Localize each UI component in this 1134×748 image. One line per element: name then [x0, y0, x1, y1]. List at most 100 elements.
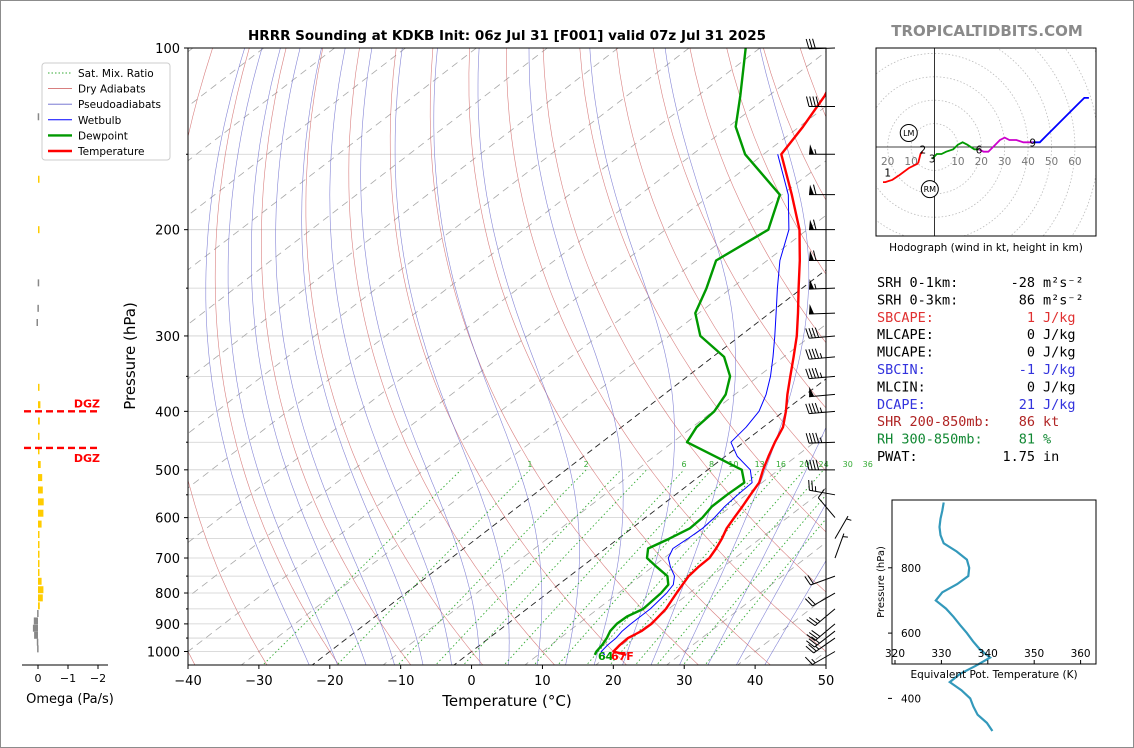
theta-e-panel: 320 330 340 350 360 400 600 800 Equivalent Pot.…	[876, 499, 1097, 732]
index-label: MLCIN:	[877, 379, 926, 395]
barb-full	[806, 634, 816, 642]
barb-staff	[817, 497, 836, 518]
omega-bar	[37, 304, 39, 312]
barb-half	[814, 149, 817, 155]
barb-full	[808, 403, 813, 414]
mixing-ratio-line	[397, 469, 587, 665]
barb-full	[808, 479, 810, 491]
dewpoint-trace	[593, 48, 781, 656]
barb-full	[812, 96, 816, 107]
barb-staff	[808, 441, 836, 444]
barb-full	[814, 327, 820, 338]
hodograph-ring-label: 20	[881, 156, 894, 168]
barb-full	[804, 656, 813, 665]
wind-barb	[806, 96, 835, 107]
isotherm-line	[524, 432, 826, 665]
dry-adiabat-line	[689, 48, 826, 344]
theta-e-y-tick-label: 400	[901, 693, 921, 705]
barb-full	[814, 402, 820, 413]
omega-bar	[38, 550, 40, 558]
theta-e-x-tick-label: 360	[1071, 648, 1091, 660]
wind-barb	[809, 184, 835, 196]
pressure-tick-label: 300	[155, 330, 180, 345]
mixing-ratio-line	[533, 469, 712, 665]
hodograph-ring-label: 50	[1045, 156, 1058, 168]
wind-barb	[804, 592, 836, 607]
pseudoadiabat-line	[433, 48, 543, 665]
mixing-ratio-label: 8	[709, 460, 714, 469]
isotherm-line	[453, 378, 826, 665]
theta-e-y-tick-label: 800	[901, 563, 921, 575]
legend-box	[41, 62, 171, 161]
omega-bar	[38, 175, 40, 183]
index-label: MLCAPE:	[877, 327, 934, 343]
legend-label: Dewpoint	[78, 130, 128, 142]
index-label: SRH 0-1km:	[877, 275, 958, 291]
legend-label: Dry Adiabats	[78, 84, 146, 96]
mixing-ratio-line	[262, 469, 462, 665]
dry-adiabat-line	[910, 48, 1134, 667]
index-unit: J/kg	[1043, 327, 1076, 343]
index-value: 1.75	[1002, 449, 1035, 465]
index-label: PWAT:	[877, 449, 918, 465]
pressure-tick-label: 200	[155, 224, 180, 239]
hodograph-ring-label: 20	[975, 156, 988, 168]
isotherm-line	[311, 269, 826, 665]
barb-full	[805, 38, 810, 50]
barb-full	[805, 368, 810, 379]
omega-bar	[38, 586, 44, 594]
barb-full	[814, 367, 820, 378]
barb-full	[805, 433, 810, 444]
pseudoadiabat-line	[227, 48, 338, 665]
index-unit: kt	[1043, 414, 1059, 430]
pressure-tick-label: 1000	[147, 646, 180, 661]
omega-bar	[36, 638, 39, 646]
barb-staff	[808, 47, 836, 50]
barb-full	[811, 368, 816, 379]
wind-barbs	[804, 38, 852, 665]
pseudoadiabat-line	[707, 426, 826, 665]
index-unit: J/kg	[1043, 345, 1076, 361]
hodograph-ring-label: 40	[1021, 156, 1034, 168]
barb-full	[808, 38, 813, 49]
barb-half	[819, 437, 823, 443]
index-label: MUCAPE:	[877, 345, 934, 361]
dry-adiabat-line	[389, 48, 628, 665]
legend-label: Sat. Mix. Ratio	[78, 68, 154, 80]
dry-adiabat-line	[763, 48, 826, 201]
temperature-trace	[612, 90, 826, 657]
barb-full	[808, 349, 813, 360]
mixing-ratio-label: 2	[584, 460, 589, 469]
barb-flag	[809, 304, 815, 315]
pressure-tick-label: 900	[155, 618, 180, 633]
isotherm-line	[188, 160, 826, 653]
dry-adiabat-line	[305, 48, 484, 665]
index-unit: m²s⁻²	[1043, 292, 1084, 308]
wind-barb	[806, 459, 835, 471]
barb-full	[815, 459, 820, 470]
index-label: SBCIN:	[877, 362, 926, 378]
wind-barb	[808, 279, 836, 290]
index-unit: in	[1043, 449, 1059, 465]
pseudoadiabat-line	[301, 48, 424, 665]
temperature-tick-label: 0	[467, 674, 475, 689]
barb-staff	[813, 637, 836, 654]
barb-full	[811, 348, 816, 359]
isotherm-line	[240, 214, 826, 665]
barb-full	[808, 368, 813, 379]
pseudoadiabat-line	[275, 48, 395, 665]
dgz-label: DGZ	[74, 452, 100, 465]
omega-bar	[37, 279, 40, 287]
skewt-legend: Sat. Mix. Ratio Dry Adiabats Pseudoadiabat…	[41, 62, 171, 161]
wind-barb	[834, 515, 852, 539]
mixing-ratio-label: 20	[799, 460, 809, 469]
pseudoadiabat-line	[477, 48, 580, 665]
index-value: 0	[1027, 345, 1035, 361]
omega-panel: 0 −1 −2 DGZ DGZ Omega (Pa/s)	[22, 113, 114, 707]
barb-staff	[809, 335, 836, 339]
isotherm-line	[188, 48, 478, 271]
storm-motion-label: LM	[903, 129, 914, 138]
legend-label: Wetbulb	[78, 115, 122, 127]
barb-half	[814, 283, 817, 289]
isotherm-line	[188, 48, 548, 325]
